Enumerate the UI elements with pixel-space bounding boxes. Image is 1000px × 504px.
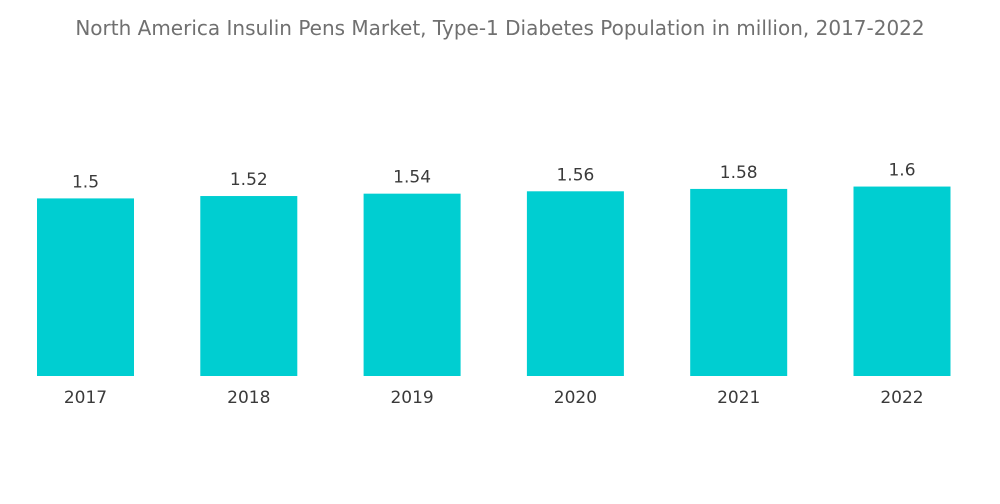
value-labels-layer: 1.5 1.52 1.54 1.56 1.58 1.6: [72, 161, 916, 193]
bar-2018: [200, 196, 298, 376]
value-label-2022: 1.6: [888, 161, 915, 181]
bar-2019: [363, 193, 461, 376]
value-label-2021: 1.58: [720, 163, 758, 183]
tick-label-2017: 2017: [64, 388, 107, 408]
chart-title: North America Insulin Pens Market, Type-…: [75, 16, 925, 40]
value-label-2020: 1.56: [556, 165, 594, 185]
value-label-2018: 1.52: [230, 170, 268, 190]
bar-2021: [690, 188, 788, 376]
tick-label-2021: 2021: [717, 388, 760, 408]
bars-layer: [37, 186, 951, 376]
tick-labels-layer: 2017 2018 2019 2020 2021 2022: [64, 388, 924, 408]
tick-label-2022: 2022: [880, 388, 923, 408]
tick-label-2018: 2018: [227, 388, 270, 408]
tick-label-2020: 2020: [554, 388, 597, 408]
bar-2022: [853, 186, 951, 376]
bar-2017: [37, 198, 134, 376]
value-label-2019: 1.54: [393, 168, 431, 188]
bar-2020: [526, 191, 624, 376]
value-label-2017: 1.5: [72, 172, 99, 192]
tick-label-2019: 2019: [390, 388, 433, 408]
